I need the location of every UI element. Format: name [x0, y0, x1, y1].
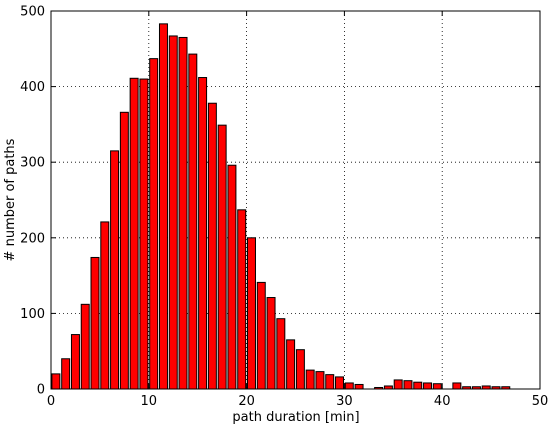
histogram-bar [276, 318, 286, 390]
histogram-bar [432, 383, 442, 390]
y-tick-label: 0 [37, 383, 45, 398]
histogram-bar [149, 58, 159, 390]
histogram-bar [393, 379, 403, 390]
histogram-bar [256, 281, 266, 390]
histogram-bar [198, 77, 208, 390]
histogram-bar [217, 124, 227, 390]
y-axis-label: # number of paths [3, 138, 18, 261]
histogram-bar [168, 35, 178, 390]
x-tick-label: 50 [532, 394, 549, 409]
y-tick-label: 400 [20, 80, 45, 95]
histogram-bar [227, 164, 237, 390]
histogram-bar [70, 334, 80, 390]
histogram-bar [139, 78, 149, 390]
x-tick-label: 0 [47, 394, 55, 409]
histogram-bar [335, 376, 344, 390]
histogram-bar [325, 374, 335, 390]
histogram-bar [119, 111, 129, 390]
histogram-bar [207, 102, 217, 390]
histogram-bar [129, 77, 139, 390]
x-tick-label: 30 [336, 394, 353, 409]
y-tick-label: 100 [20, 307, 45, 322]
bar-series [51, 23, 511, 390]
histogram-bar [295, 349, 305, 390]
histogram-bar [51, 373, 61, 390]
histogram-bar [315, 371, 325, 390]
y-tick-label: 500 [20, 5, 45, 20]
histogram-bar [266, 297, 276, 390]
histogram-bar [178, 36, 188, 390]
histogram-bar [354, 383, 364, 390]
x-tick-label: 20 [238, 394, 255, 409]
histogram-bar [403, 380, 413, 390]
histogram-bar [100, 221, 110, 390]
y-tick-label: 300 [20, 156, 45, 171]
histogram-bar [452, 382, 462, 390]
histogram-bar [305, 369, 315, 390]
x-tick-label: 40 [434, 394, 451, 409]
histogram-bar [423, 382, 433, 390]
histogram-bar [247, 237, 256, 390]
histogram-bar [344, 382, 354, 390]
histogram-bar [110, 150, 120, 390]
x-axis-label: path duration [min] [232, 410, 359, 425]
histogram-bar [90, 256, 100, 390]
histogram-bar [237, 209, 247, 390]
histogram-bar [413, 381, 423, 390]
histogram-bar [286, 339, 296, 390]
histogram-bar [158, 23, 168, 390]
histogram-bar [61, 358, 71, 390]
histogram-bar [80, 303, 90, 390]
y-tick-label: 200 [20, 231, 45, 246]
histogram-bar [188, 53, 198, 390]
x-tick-label: 10 [141, 394, 158, 409]
plot-frame [50, 10, 541, 390]
